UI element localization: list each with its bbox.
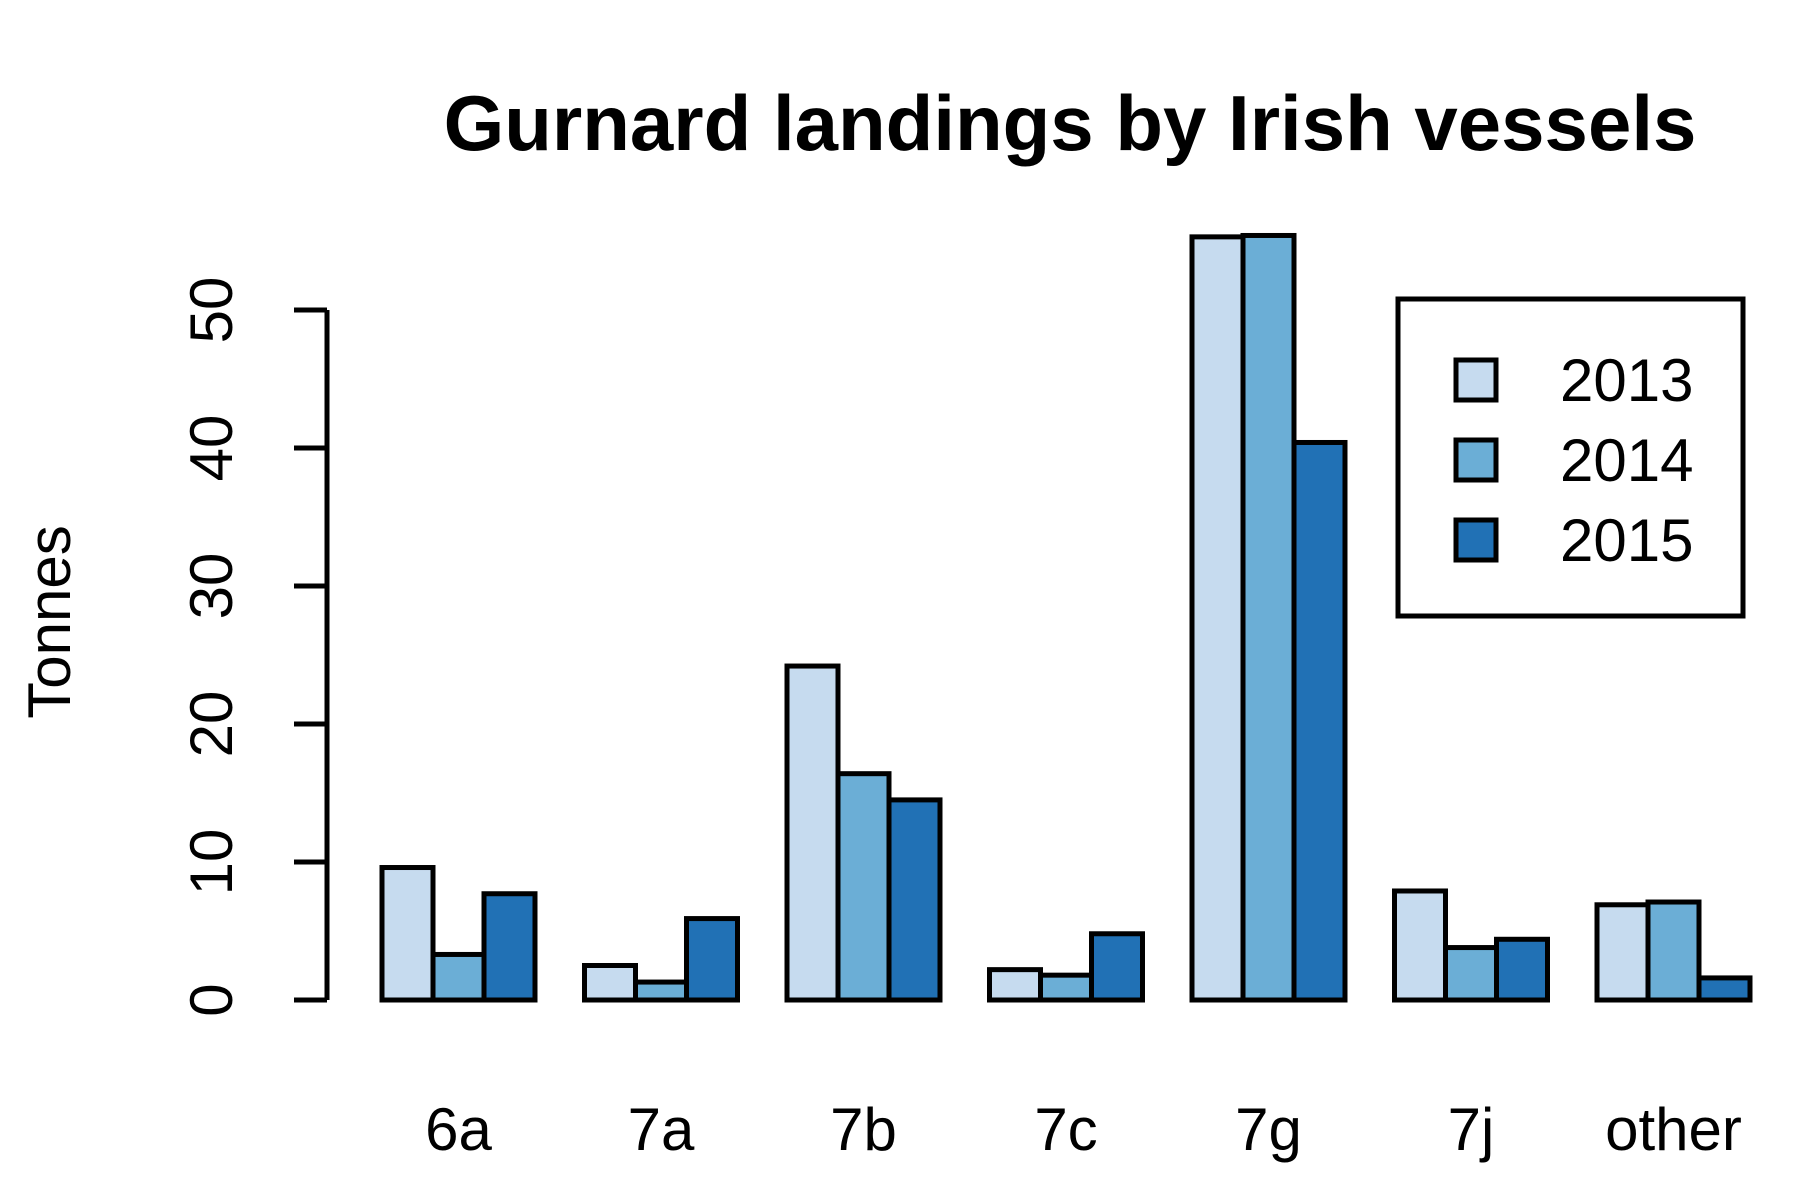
category-labels: 6a 7a 7b 7c 7g 7j other xyxy=(425,1096,1742,1163)
bar-6a-2013 xyxy=(379,865,436,1003)
legend-swatch-2015 xyxy=(1453,517,1499,563)
chart-title: Gurnard landings by Irish vessels xyxy=(444,79,1697,167)
y-tick-label: 30 xyxy=(178,553,245,620)
bar-7g-2014 xyxy=(1240,232,1297,1003)
legend-label-2015: 2015 xyxy=(1560,507,1693,574)
bar-other-2015 xyxy=(1696,975,1753,1003)
x-tick-label: 7b xyxy=(830,1096,897,1163)
bar-7j-2015 xyxy=(1494,936,1550,1003)
x-tick-label: 7g xyxy=(1235,1096,1302,1163)
y-tick-label: 20 xyxy=(178,691,245,758)
bar-7c-2014 xyxy=(1038,972,1094,1003)
y-tick-label: 0 xyxy=(178,983,245,1016)
bar-other-2014 xyxy=(1645,899,1702,1003)
bar-7j-2013 xyxy=(1392,888,1448,1003)
legend: 2013 2014 2015 xyxy=(1395,296,1746,619)
x-tick-label: other xyxy=(1605,1096,1742,1163)
legend-swatch-2013 xyxy=(1453,357,1499,403)
legend-swatch-2014 xyxy=(1453,437,1499,483)
x-tick-label: 7j xyxy=(1448,1096,1495,1163)
x-tick-label: 7a xyxy=(628,1096,695,1163)
bar-7a-2013 xyxy=(582,963,638,1003)
bar-7g-2013 xyxy=(1189,234,1246,1003)
bar-7b-2013 xyxy=(784,663,841,1003)
y-axis: 0 10 20 30 40 50 xyxy=(178,277,330,1017)
bar-7b-2014 xyxy=(835,771,892,1003)
y-tick-label: 40 xyxy=(178,415,245,482)
bar-7a-2015 xyxy=(684,916,740,1003)
y-axis-label: Tonnes xyxy=(16,525,83,718)
bar-6a-2014 xyxy=(430,951,487,1003)
x-tick-label: 7c xyxy=(1034,1096,1097,1163)
bar-7b-2015 xyxy=(886,797,943,1003)
bar-7a-2014 xyxy=(633,979,689,1003)
bar-6a-2015 xyxy=(481,891,538,1003)
y-tick-label: 10 xyxy=(178,829,245,896)
x-tick-label: 6a xyxy=(425,1096,492,1163)
legend-label-2014: 2014 xyxy=(1560,427,1693,494)
y-tick-label: 50 xyxy=(178,277,245,344)
bar-7j-2014 xyxy=(1443,945,1499,1003)
bar-7c-2013 xyxy=(987,967,1043,1003)
bars xyxy=(379,232,1753,1003)
bar-other-2013 xyxy=(1594,902,1651,1003)
legend-label-2013: 2013 xyxy=(1560,347,1693,414)
bar-7c-2015 xyxy=(1089,931,1145,1003)
bar-7g-2015 xyxy=(1291,439,1348,1003)
